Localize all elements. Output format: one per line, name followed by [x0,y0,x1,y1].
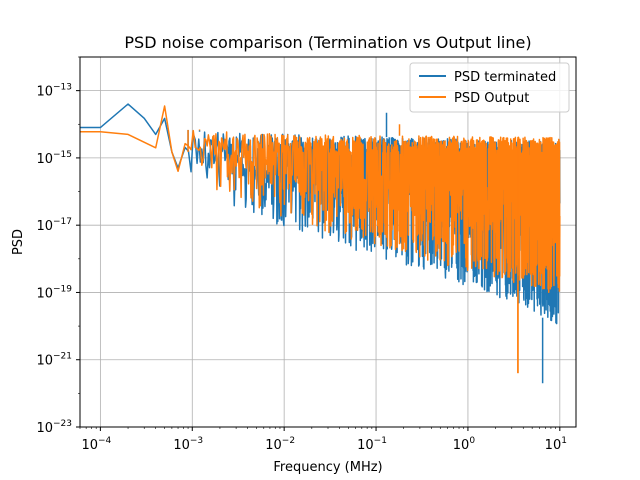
x-axis-ticks: 10−4 10−3 10−2 10−1 100 101 [79,427,567,453]
y-tick-label: 10−15 [36,150,72,167]
y-axis-ticks: 10−23 10−21 10−19 10−17 10−15 10−13 [36,56,80,436]
y-tick-label: 10−23 [36,419,72,436]
y-tick-label: 10−21 [36,352,72,369]
y-tick-label: 10−19 [36,284,72,301]
x-tick-label: 10−1 [357,436,387,453]
x-tick-label: 10−4 [81,436,111,453]
series-line-psd-output [80,105,561,294]
x-tick-label: 10−2 [265,436,295,453]
series-layer [80,103,561,384]
y-tick-label: 10−13 [36,83,72,100]
legend-box [409,62,570,113]
x-axis-label: Frequency (MHz) [273,460,382,475]
x-tick-label: 100 [453,436,476,453]
chart-title: PSD noise comparison (Termination vs Out… [124,33,531,52]
y-axis-label: PSD [11,229,26,255]
legend: PSD terminated PSD Output [409,62,570,113]
y-tick-label: 10−17 [36,217,72,234]
x-tick-label: 10−3 [173,436,203,453]
legend-label-psd-terminated: PSD terminated [454,70,556,85]
legend-label-psd-output: PSD Output [454,91,529,106]
x-tick-label: 101 [545,436,567,453]
